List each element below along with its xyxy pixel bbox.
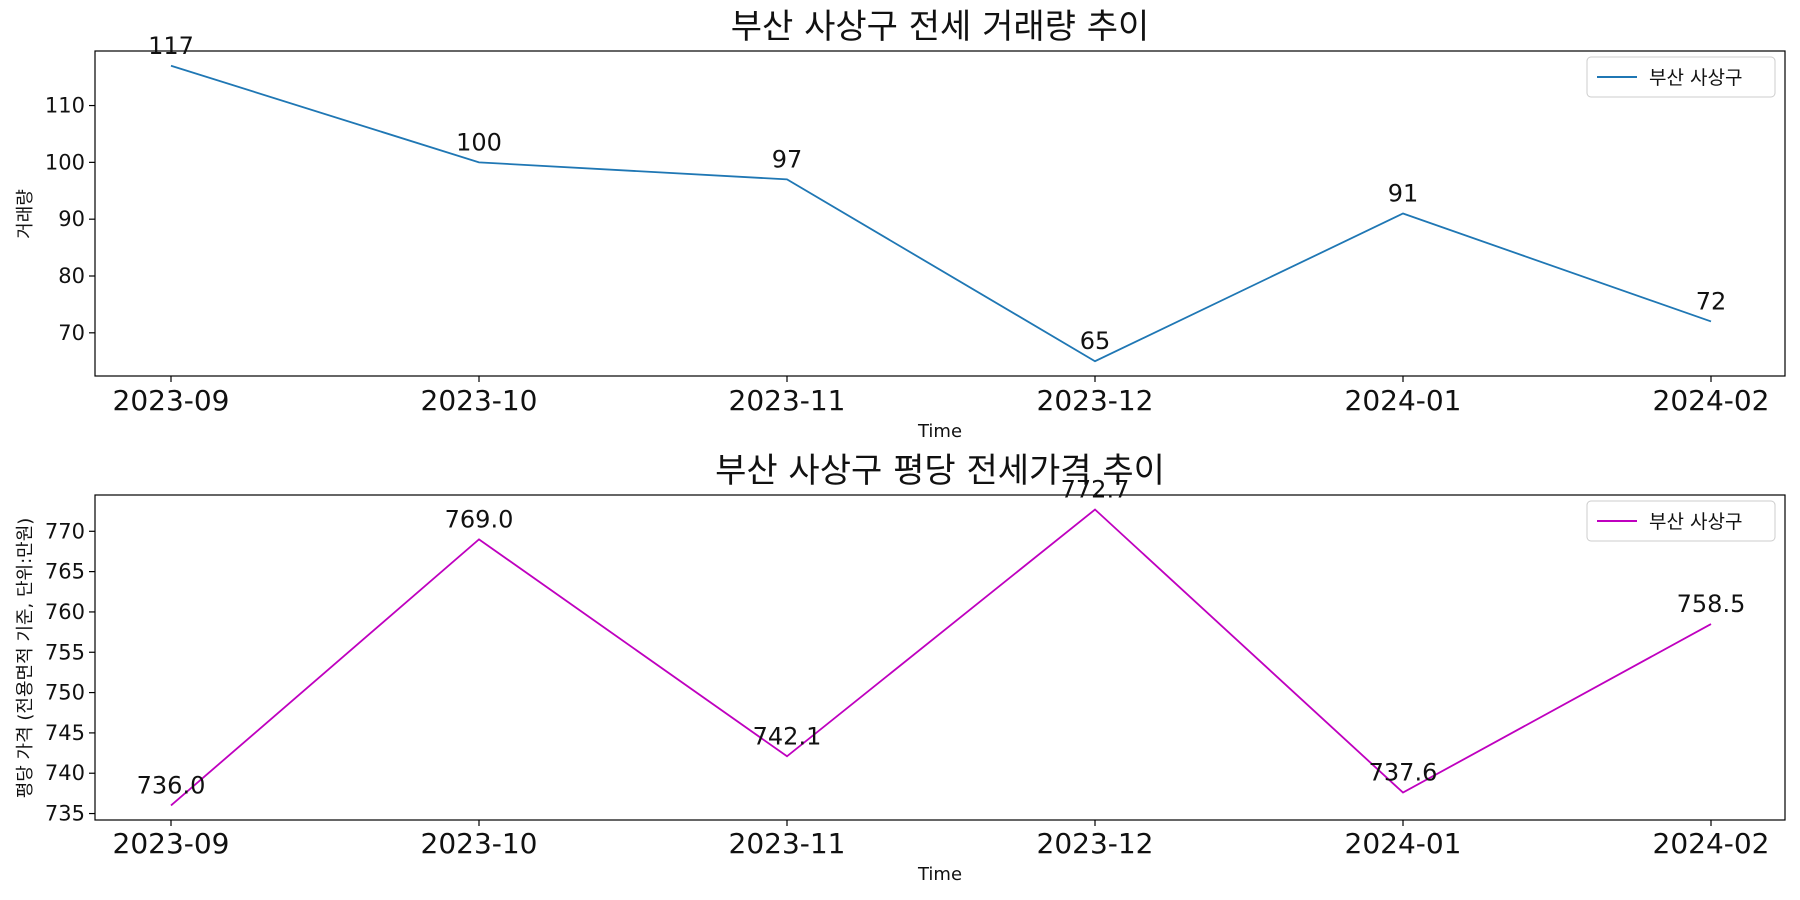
plot-frame-volume [94, 50, 1786, 377]
legend-label: 부산 사상구 [1649, 67, 1742, 89]
series-group-volume: 117 100 97 65 91 72 [148, 32, 1727, 363]
data-label: 737.6 [1369, 759, 1438, 787]
x-tick-label: 2024-02 [1653, 827, 1770, 860]
data-label: 769.0 [445, 505, 514, 533]
data-label: 65 [1080, 327, 1111, 355]
legend-box [1586, 500, 1776, 542]
y-tick-label: 90 [58, 207, 85, 231]
chart-title-price: 부산 사상구 평당 전세가격 추이 [715, 451, 1165, 491]
series-line [170, 508, 1712, 807]
y-axis-label-volume: 거래량 [15, 189, 36, 239]
y-tick-label: 765 [45, 560, 85, 584]
legend-price: 부산 사상구 [1586, 500, 1776, 542]
axes-price: 2023-09 2023-10 2023-11 2023-12 2024-01 2024-… [45, 519, 1770, 860]
series-line [170, 64, 1712, 363]
y-tick-label: 110 [45, 94, 85, 118]
x-tick-label: 2023-09 [113, 384, 230, 417]
y-tick-label: 100 [45, 150, 85, 174]
y-tick-label: 70 [58, 321, 85, 345]
y-tick-label: 735 [45, 802, 85, 826]
y-tick-label: 80 [58, 264, 85, 288]
y-tick-label: 770 [45, 519, 85, 543]
data-label: 117 [148, 32, 194, 60]
x-tick-label: 2023-11 [729, 384, 846, 417]
data-label: 772.7 [1061, 476, 1130, 504]
x-tick-label: 2023-12 [1037, 827, 1154, 860]
y-tick-label: 750 [45, 681, 85, 705]
x-tick-label: 2024-01 [1345, 384, 1462, 417]
y-tick-label: 755 [45, 640, 85, 664]
data-label: 100 [456, 128, 502, 156]
x-tick-label: 2023-10 [421, 827, 538, 860]
data-label: 742.1 [753, 722, 822, 750]
x-axis-label-volume: Time [917, 421, 962, 442]
y-tick-label: 745 [45, 721, 85, 745]
x-axis-label-price: Time [917, 864, 962, 885]
data-label: 91 [1388, 180, 1419, 208]
x-tick-label: 2024-01 [1345, 827, 1462, 860]
plot-frame-price [94, 494, 1786, 821]
data-label: 97 [772, 145, 803, 173]
axes-volume: 2023-09 2023-10 2023-11 2023-12 2024-01 2024-… [45, 94, 1770, 417]
chart-title-volume: 부산 사상구 전세 거래량 추이 [731, 7, 1150, 47]
data-label: 736.0 [137, 771, 206, 799]
legend-box [1586, 56, 1776, 98]
y-tick-label: 740 [45, 761, 85, 785]
x-tick-label: 2023-10 [421, 384, 538, 417]
chart-panel-volume: 부산 사상구 전세 거래량 추이 2023-09 2023-10 2023-11 20… [15, 7, 1786, 442]
x-tick-label: 2023-11 [729, 827, 846, 860]
legend-label: 부산 사상구 [1649, 511, 1742, 533]
chart-panel-price: 부산 사상구 평당 전세가격 추이 2023-09 2023-10 2023-11 2… [15, 451, 1786, 885]
x-tick-label: 2023-12 [1037, 384, 1154, 417]
y-tick-label: 760 [45, 600, 85, 624]
data-label: 72 [1696, 287, 1727, 315]
data-label: 758.5 [1677, 590, 1746, 618]
y-axis-label-price: 평당 가격 (전용면적 기준, 단위:만원) [15, 518, 36, 799]
legend-volume: 부산 사상구 [1586, 56, 1776, 98]
x-tick-label: 2024-02 [1653, 384, 1770, 417]
series-group-price: 736.0 769.0 742.1 772.7 737.6 758.5 [137, 476, 1746, 807]
x-tick-label: 2023-09 [113, 827, 230, 860]
